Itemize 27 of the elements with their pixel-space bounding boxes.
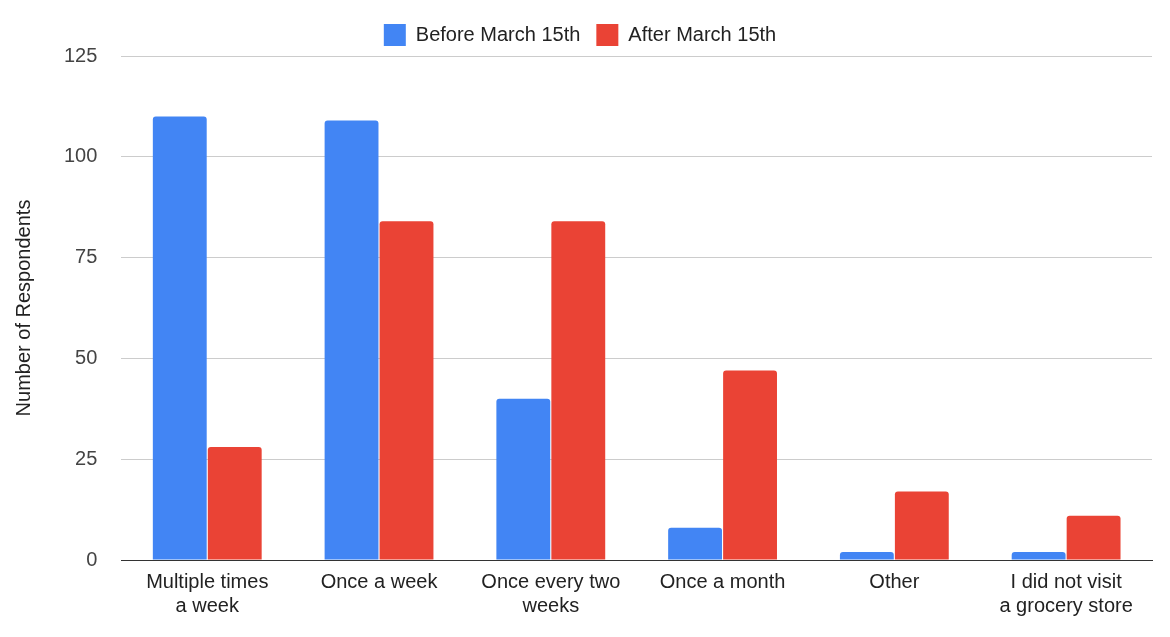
x-tick-label: Once a month — [659, 569, 786, 592]
bar — [1066, 515, 1121, 560]
bar — [1011, 551, 1066, 560]
y-tick-label: 0 — [86, 547, 98, 570]
x-tick-label: Multiple times a week — [146, 569, 269, 616]
bar — [668, 527, 723, 560]
bar — [551, 221, 606, 560]
bar — [496, 398, 551, 560]
y-axis-title: Number of Respondents — [11, 199, 34, 417]
x-tick-label: Once every two weeks — [481, 569, 621, 616]
y-tick-label: 75 — [75, 245, 98, 268]
bar — [379, 221, 434, 560]
y-tick-label: 125 — [63, 43, 98, 66]
x-tick-label: Once a week — [320, 569, 439, 592]
y-tick-label: 25 — [75, 446, 98, 469]
x-tick-label: I did not visit a grocery store — [999, 569, 1133, 616]
bar — [723, 370, 777, 560]
x-tick-label: Other — [869, 569, 920, 592]
bar — [207, 447, 262, 560]
bar — [152, 116, 207, 560]
y-tick-label: 100 — [63, 144, 98, 167]
legend-label: Before March 15th — [415, 22, 581, 45]
bar — [894, 491, 949, 560]
y-tick-label: 50 — [75, 345, 98, 368]
bar — [839, 551, 894, 560]
legend-label: After March 15th — [628, 22, 777, 45]
bar — [324, 120, 379, 560]
